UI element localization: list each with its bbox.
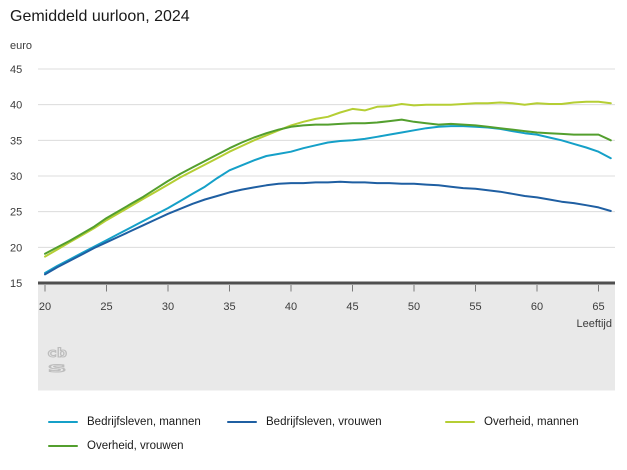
legend-item-bedrijfsleven-vrouwen[interactable]: Bedrijfsleven, vrouwen bbox=[227, 416, 445, 428]
legend-label: Overheid, mannen bbox=[484, 416, 579, 428]
legend-label: Bedrijfsleven, mannen bbox=[87, 416, 201, 428]
legend-label: Overheid, vrouwen bbox=[87, 440, 184, 452]
x-tick-label: 40 bbox=[285, 301, 297, 313]
x-tick-label: 65 bbox=[592, 301, 604, 313]
x-tick-label: 50 bbox=[408, 301, 420, 313]
x-tick-label: 30 bbox=[162, 301, 174, 313]
y-tick-label: 25 bbox=[10, 207, 22, 219]
y-axis: 15 20 25 30 35 40 45 bbox=[10, 64, 615, 290]
x-tick-label: 55 bbox=[469, 301, 481, 313]
series-line-2 bbox=[44, 100, 612, 258]
series-line-3 bbox=[44, 118, 612, 255]
legend-swatch-light-blue-line-icon bbox=[48, 421, 78, 423]
legend-item-bedrijfsleven-mannen[interactable]: Bedrijfsleven, mannen bbox=[48, 416, 227, 428]
legend-swatch-light-green-line-icon bbox=[445, 421, 475, 423]
series-line-0 bbox=[44, 125, 612, 274]
legend-swatch-dark-green-line-icon bbox=[48, 445, 78, 447]
x-tick-label: 60 bbox=[531, 301, 543, 313]
y-tick-label: 15 bbox=[10, 278, 22, 290]
legend-item-overheid-vrouwen[interactable]: Overheid, vrouwen bbox=[48, 440, 227, 452]
y-axis-unit-label: euro bbox=[10, 40, 33, 52]
y-tick-label: 40 bbox=[10, 100, 22, 112]
y-tick-label: 20 bbox=[10, 242, 22, 254]
x-tick-label: 20 bbox=[39, 301, 51, 313]
legend-row-2: Overheid, vrouwen bbox=[48, 434, 618, 458]
x-axis: 20 25 30 35 40 45 50 55 60 65 Leeftijd bbox=[39, 285, 612, 330]
legend-swatch-dark-blue-line-icon bbox=[227, 421, 257, 423]
x-axis-band bbox=[38, 284, 615, 391]
svg-text:s: s bbox=[47, 361, 67, 376]
wage-line-chart: 15 20 25 30 35 40 45 20 25 30 35 40 45 50 55 60 65 Leefti… bbox=[10, 64, 615, 391]
page-title: Gemiddeld uurloon, 2024 bbox=[10, 8, 190, 25]
series-line-1 bbox=[44, 180, 612, 276]
cbs-logo-icon: cbs bbox=[47, 346, 68, 377]
x-tick-label: 25 bbox=[100, 301, 112, 313]
x-tick-label: 45 bbox=[346, 301, 358, 313]
y-tick-label: 35 bbox=[10, 135, 22, 147]
x-axis-title: Leeftijd bbox=[577, 318, 612, 330]
x-tick-label: 35 bbox=[223, 301, 235, 313]
chart-legend: Bedrijfsleven, mannen Bedrijfsleven, vro… bbox=[48, 410, 618, 458]
y-tick-label: 45 bbox=[10, 64, 22, 76]
legend-row-1: Bedrijfsleven, mannen Bedrijfsleven, vro… bbox=[48, 410, 618, 434]
legend-item-overheid-mannen[interactable]: Overheid, mannen bbox=[445, 416, 579, 428]
x-axis-baseline bbox=[38, 281, 615, 285]
y-tick-label: 30 bbox=[10, 171, 22, 183]
legend-label: Bedrijfsleven, vrouwen bbox=[266, 416, 382, 428]
svg-text:cb: cb bbox=[47, 346, 67, 360]
